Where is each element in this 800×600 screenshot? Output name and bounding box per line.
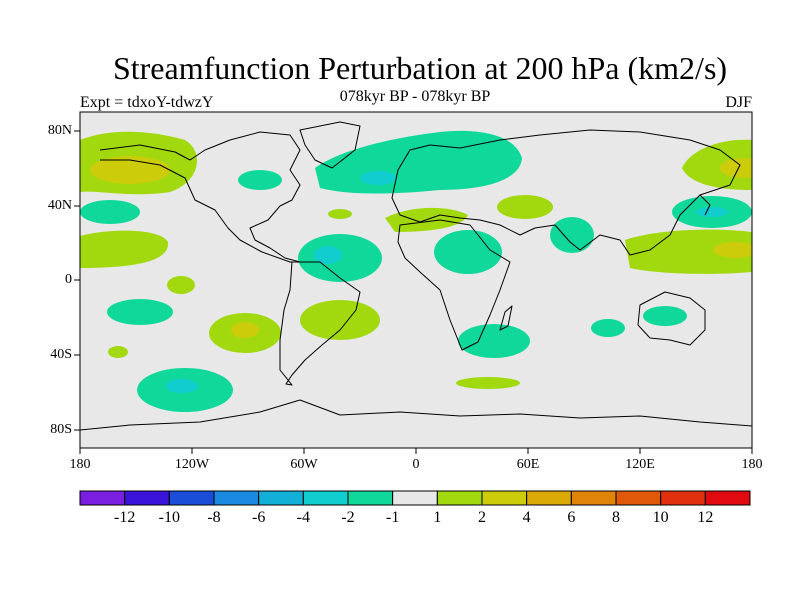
colorbar-label: 12: [697, 509, 714, 526]
y-tick-label: 80N: [47, 123, 72, 138]
colorbar-label: 6: [567, 509, 576, 526]
colorbar-swatch: [660, 490, 706, 506]
x-tick-label: 60W: [290, 457, 318, 472]
coastlines: [80, 121, 752, 431]
x-tick-label: 60E: [516, 457, 540, 472]
colorbar-swatch: [570, 490, 617, 506]
season-label: DJF: [725, 94, 752, 111]
colorbar-swatch: [481, 490, 528, 506]
colorbar-label: 2: [478, 509, 486, 526]
experiment-label: Expt = tdxoY-tdwzY: [80, 94, 214, 111]
colorbar-label: -4: [296, 509, 310, 526]
y-tick-label: 40N: [47, 198, 72, 213]
colorbar-label: -2: [341, 509, 355, 526]
colorbar-label: -12: [113, 509, 136, 526]
y-tick-label: 80S: [50, 422, 72, 437]
colorbar-swatch: [615, 490, 662, 506]
colorbar-label: -1: [385, 509, 400, 526]
plot-title: Streamfunction Perturbation at 200 hPa (…: [112, 50, 728, 86]
colorbar-swatch: [302, 490, 349, 506]
colorbar-label: 8: [612, 509, 620, 526]
colorbar-label: -8: [207, 509, 221, 526]
colorbar-swatch: [704, 490, 751, 506]
colorbar-swatch: [79, 490, 126, 506]
colorbar-swatch: [168, 490, 215, 506]
colorbar: [79, 490, 751, 506]
colorbar-swatch: [436, 490, 483, 506]
colorbar-swatch: [213, 490, 260, 506]
axis-ticks: [74, 130, 753, 454]
x-tick-label: 0: [412, 457, 420, 472]
y-tick-label: 40S: [50, 347, 72, 362]
colorbar-swatch: [124, 490, 170, 506]
y-tick-label: 0: [65, 272, 72, 287]
colorbar-swatch: [392, 490, 438, 506]
x-tick-label: 120E: [625, 457, 655, 472]
plot-subtitle: 078kyr BP - 078kyr BP: [339, 88, 491, 105]
colorbar-label: 10: [652, 509, 669, 526]
colorbar-label: 1: [433, 509, 442, 526]
x-tick-label: 120W: [174, 457, 210, 472]
colorbar-swatch: [258, 490, 304, 506]
colorbar-label: -6: [251, 509, 266, 526]
colorbar-swatch: [526, 490, 572, 506]
x-tick-label: 180: [69, 457, 91, 472]
colorbar-swatch: [347, 490, 394, 506]
colorbar-label: 4: [522, 509, 531, 526]
x-tick-label: 180: [741, 457, 763, 472]
contour-fill-layer: [80, 130, 752, 412]
colorbar-label: -10: [158, 509, 180, 526]
